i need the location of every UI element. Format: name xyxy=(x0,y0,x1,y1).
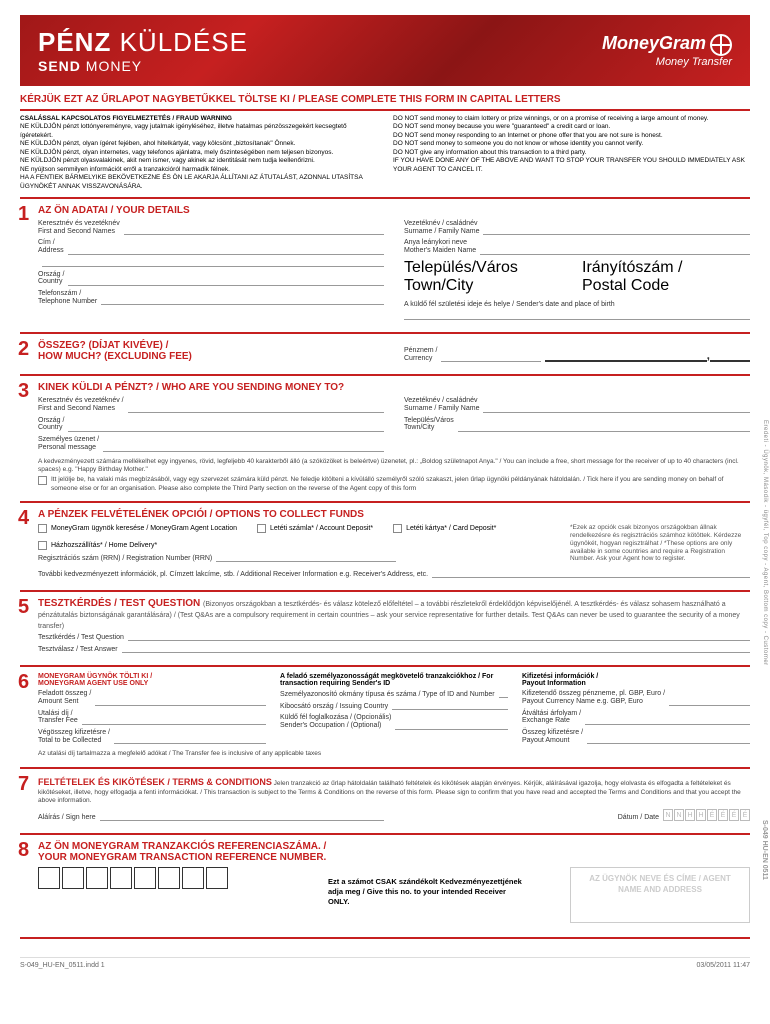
test-q-label: Tesztkérdés / Test Question xyxy=(38,634,128,642)
section-1: 1 AZ ÖN ADATAI / YOUR DETAILS Keresztnév… xyxy=(20,197,750,332)
sec-num-2: 2 xyxy=(18,338,29,361)
s8-mid: Ezt a számot CSAK szándékolt Kedvezménye… xyxy=(328,877,528,906)
birth-label: A küldő fél születési ideje és helye / S… xyxy=(404,301,619,309)
sec-title-7: FELTÉTELEK ÉS KIKÖTÉSEK / TERMS & CONDIT… xyxy=(38,777,272,787)
date-label: Dátum / Date xyxy=(618,814,663,822)
footer-left: S-049_HU-EN_0511.indd 1 xyxy=(20,962,105,969)
date-boxes[interactable]: NNHHÉÉÉÉ xyxy=(663,809,750,821)
section-4: 4 A PÉNZEK FELVÉTELÉNEK OPCIÓI / OPTIONS… xyxy=(20,501,750,590)
third-party-checkbox[interactable] xyxy=(38,476,47,485)
town-city-label: Település/Város Town/City xyxy=(404,259,518,295)
sec-num-6: 6 xyxy=(18,671,29,694)
sec-num-4: 4 xyxy=(18,507,29,530)
sec-title-6: MONEYGRAM ÜGYNÖK TÖLTI KI / MONEYGRAM AG… xyxy=(38,673,266,687)
sec-title-1: AZ ÖN ADATAI / YOUR DETAILS xyxy=(38,205,750,216)
sec-title-8: AZ ÖN MONEYGRAM TRANZAKCIÓS REFERENCIASZ… xyxy=(38,841,750,863)
subtitle-light: MONEY xyxy=(86,58,142,74)
section-2: 2 ÖSSZEG? (DÍJAT KIVÉVE) / HOW MUCH? (EX… xyxy=(20,332,750,374)
page-footer: S-049_HU-EN_0511.indd 1 03/05/2011 11:47 xyxy=(20,957,750,969)
s6-tax: Az utalási díj tartalmazza a megfelelő a… xyxy=(38,750,750,758)
s4-addl: További kedvezményezett információk, pl.… xyxy=(38,571,432,579)
test-a-label: Tesztválasz / Test Answer xyxy=(38,646,122,654)
s6-c3-head: Kifizetési információk / Payout Informat… xyxy=(522,673,750,687)
currency-label: Pénznem / Currency xyxy=(404,347,441,362)
form-heading: KÉRJÜK EZT AZ ŰRLAPOT NAGYBETŰKKEL TÖLTS… xyxy=(20,94,750,111)
side-text: Eredeti - Ügynök, Második - ügyfél, Top … xyxy=(762,420,768,666)
agent-box: AZ ÜGYNÖK NEVE ÉS CÍME / AGENT NAME AND … xyxy=(570,867,750,923)
section-6: 6 MONEYGRAM ÜGYNÖK TÖLTI KI / MONEYGRAM … xyxy=(20,665,750,767)
warning-right-text: DO NOT send money to claim lottery or pr… xyxy=(393,115,750,191)
header-banner: PÉNZ KÜLDÉSE SEND MONEY MoneyGram Money … xyxy=(20,15,750,86)
footer-right: 03/05/2011 11:47 xyxy=(697,962,750,969)
fraud-warning: CSALÁSSAL KAPCSOLATOS FIGYELMEZTETÉS / F… xyxy=(20,115,750,191)
s4-note-right: *Ezek az opciók csak bizonyos országokba… xyxy=(570,524,750,566)
subtitle-bold: SEND xyxy=(38,58,81,74)
section-3: 3 KINEK KÜLDI A PÉNZT? / WHO ARE YOU SEN… xyxy=(20,374,750,501)
brand-name: MoneyGram xyxy=(602,33,706,53)
sec-title-5: TESZTKÉRDÉS / TEST QUESTION xyxy=(38,598,200,609)
sec-title-2: ÖSSZEG? (DÍJAT KIVÉVE) / HOW MUCH? (EXCL… xyxy=(38,340,384,362)
rrn-label: Regisztrációs szám (RRN) / Registration … xyxy=(38,555,216,563)
warning-title: CSALÁSSAL KAPCSOLATOS FIGYELMEZTETÉS / F… xyxy=(20,115,232,122)
title-light: KÜLDÉSE xyxy=(120,27,248,57)
sign-label: Aláírás / Sign here xyxy=(38,814,100,822)
section-8: 8 AZ ÖN MONEYGRAM TRANZAKCIÓS REFERENCIA… xyxy=(20,833,750,939)
s3-note2: Itt jelölje be, ha valaki más megbízásáb… xyxy=(51,476,750,493)
brand-sub: Money Transfer xyxy=(602,56,732,68)
s6-c2-head: A feladó személyazonosságát megkövetelő … xyxy=(280,673,508,687)
sec-num-3: 3 xyxy=(18,380,29,403)
title-bold: PÉNZ xyxy=(38,27,111,57)
sec-title-3: KINEK KÜLDI A PÉNZT? / WHO ARE YOU SENDI… xyxy=(38,382,750,393)
globe-icon xyxy=(710,34,732,56)
side-text-2: S-049 HU-EN 0511 xyxy=(761,820,768,880)
sec-num-8: 8 xyxy=(18,839,29,862)
postal-code-label: Irányítószám / Postal Code xyxy=(582,259,682,295)
s3-note: A kedvezményezett számára mellékelhet eg… xyxy=(38,458,750,475)
section-7: 7 FELTÉTELEK ÉS KIKÖTÉSEK / TERMS & COND… xyxy=(20,767,750,834)
sec-num-7: 7 xyxy=(18,773,29,796)
sec-num-5: 5 xyxy=(18,596,29,619)
section-5: 5 TESZTKÉRDÉS / TEST QUESTION (Bizonyos … xyxy=(20,590,750,665)
warning-left-text: NE KÜLDJÖN pénzt lottónyereményre, vagy … xyxy=(20,123,362,189)
sec-num-1: 1 xyxy=(18,203,29,226)
sec-title-4: A PÉNZEK FELVÉTELÉNEK OPCIÓI / OPTIONS T… xyxy=(38,509,750,520)
